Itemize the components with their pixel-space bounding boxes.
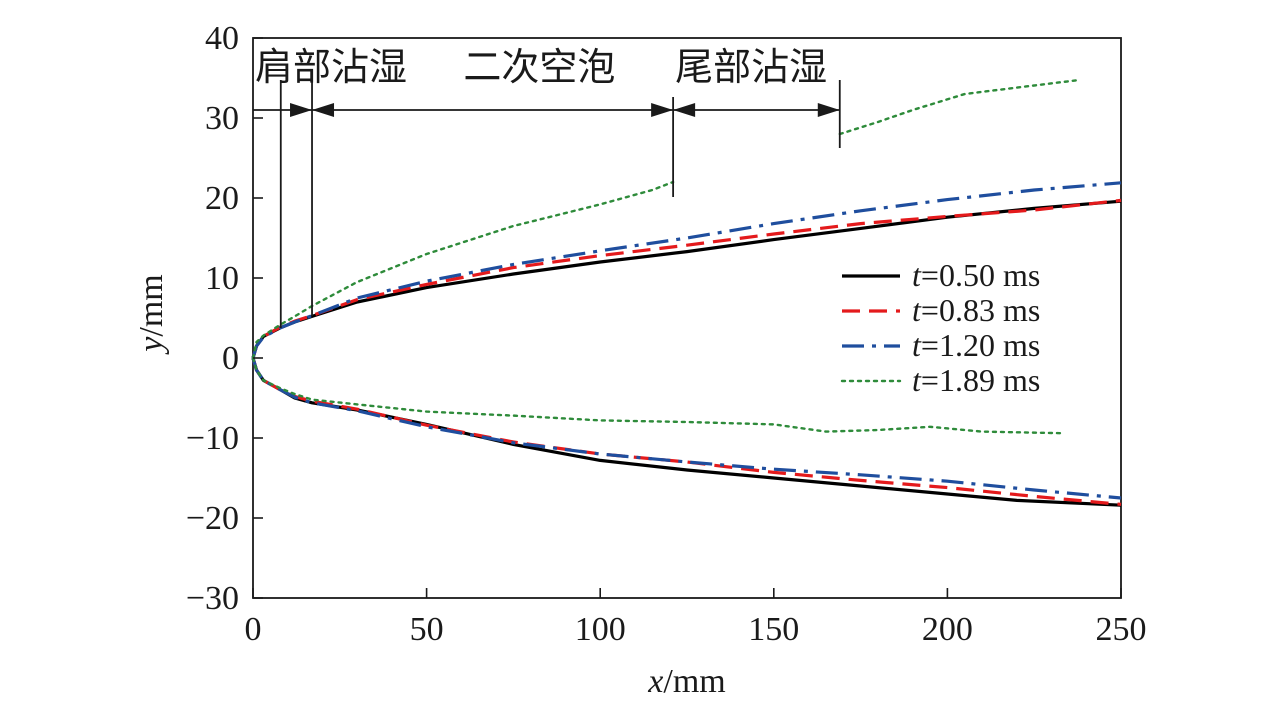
x-axis-title-var: x [647, 663, 663, 700]
x-axis-title-unit: /mm [663, 663, 725, 700]
region-2-arrow-end [651, 103, 674, 117]
series-2-upper-line [251, 198, 1122, 359]
region-2-label: 二次空泡 [463, 45, 615, 89]
legend-label-4: t=1.89 ms [912, 362, 1040, 398]
y-tick-label: 40 [205, 20, 239, 57]
series-4-lower-line [251, 356, 1064, 435]
y-tick-label: −30 [186, 580, 239, 617]
x-tick-label: 150 [748, 611, 799, 648]
legend-label-var: t [912, 362, 922, 398]
y-tick-label: 10 [205, 260, 239, 297]
series-3-lower-line [251, 357, 1122, 500]
axes: 0 50 100 150 200 250−30−20−10010203040x/mmy/m… [133, 20, 1147, 700]
region-3-arrow-start [673, 103, 696, 117]
legend-label-3: t=1.20 ms [912, 327, 1040, 363]
plot-frame [252, 37, 1122, 599]
y-axis-title: y/mm [133, 274, 170, 354]
y-tick-label: −20 [186, 500, 239, 537]
region-3-label: 尾部沾湿 [675, 45, 827, 89]
region-annotations: 肩部沾湿 二次空泡 尾部沾湿 [253, 45, 841, 328]
legend-label-1: t=0.50 ms [912, 257, 1040, 293]
x-tick-label: 250 [1096, 611, 1147, 648]
y-tick-label: −10 [186, 420, 239, 457]
legend-label-rest: =1.20 ms [921, 327, 1040, 363]
legend-label-rest: =0.50 ms [921, 257, 1040, 293]
y-axis-title-var: y [133, 336, 170, 355]
x-tick-label: 50 [410, 611, 444, 648]
series-4-upper-segment-2 [838, 79, 1078, 136]
x-tick-label: 100 [575, 611, 626, 648]
region-1-arrow-end [290, 103, 313, 117]
series-3-upper-line [251, 181, 1122, 359]
legend-label-var: t [912, 327, 922, 363]
plot-area-border [252, 37, 1122, 599]
legend: t=0.50 mst=0.83 mst=1.20 mst=1.89 ms [840, 257, 1040, 398]
y-tick-label: 0 [222, 340, 239, 377]
region-3-arrow-end [817, 103, 840, 117]
series-4-upper-segment-1 [251, 180, 675, 360]
x-axis-title: x/mm [647, 663, 725, 700]
y-tick-label: 20 [205, 180, 239, 217]
legend-label-var: t [912, 292, 922, 328]
legend-label-rest: =1.89 ms [921, 362, 1040, 398]
legend-label-rest: =0.83 ms [921, 292, 1040, 328]
region-2-arrow-start [312, 103, 335, 117]
x-tick-label: 200 [922, 611, 973, 648]
region-1-label: 肩部沾湿 [255, 45, 407, 89]
y-tick-label: 30 [205, 100, 239, 137]
x-tick-label: 0 [245, 611, 262, 648]
legend-label-2: t=0.83 ms [912, 292, 1040, 328]
y-axis-title-unit: /mm [133, 274, 170, 336]
legend-label-var: t [912, 257, 922, 293]
series-group [251, 79, 1122, 507]
